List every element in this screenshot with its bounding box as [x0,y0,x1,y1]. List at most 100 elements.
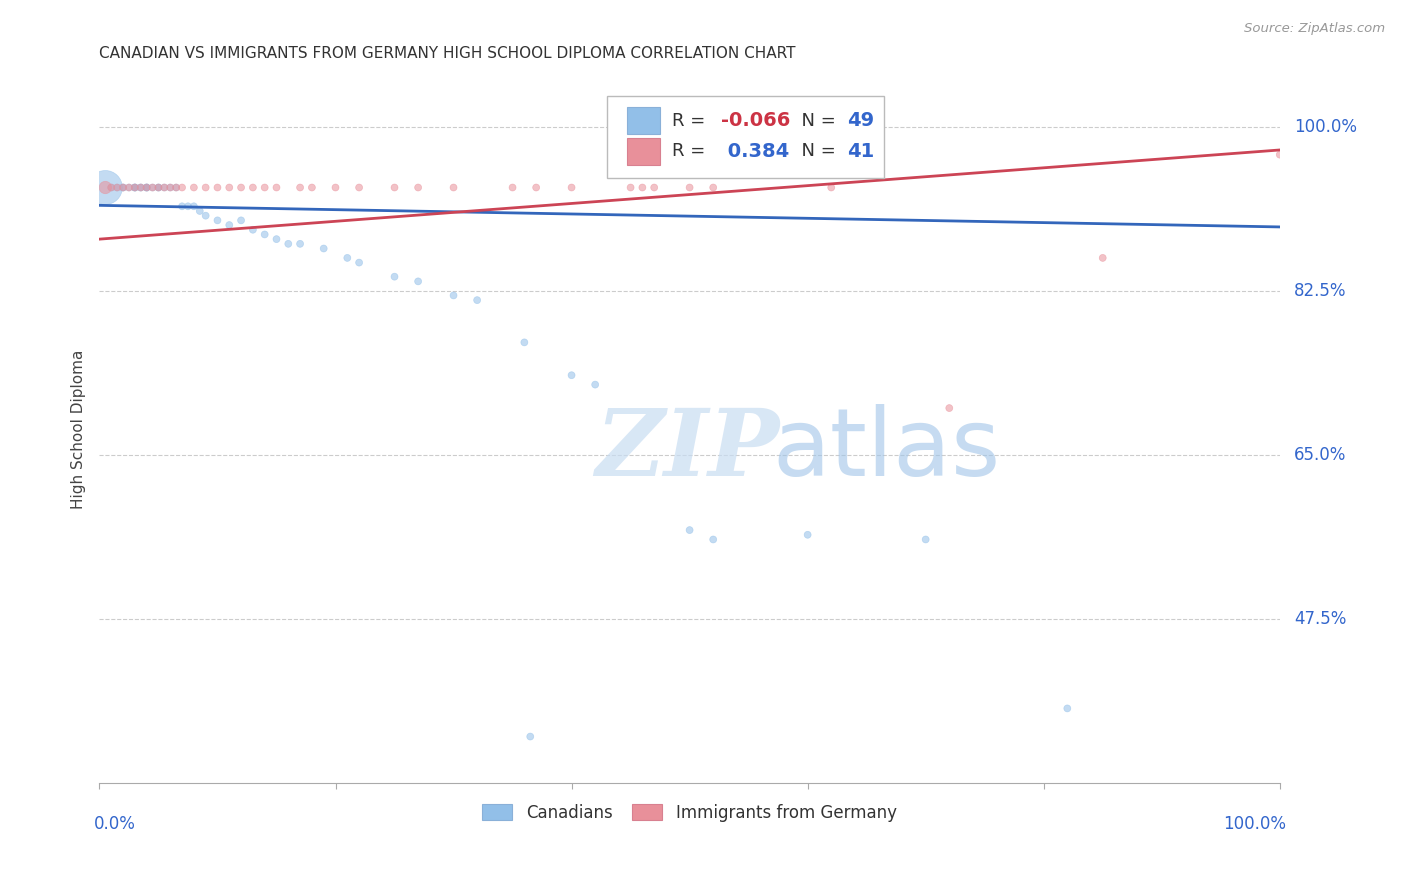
Point [443,288,465,302]
Point [643,180,665,194]
Text: CANADIAN VS IMMIGRANTS FROM GERMANY HIGH SCHOOL DIPLOMA CORRELATION CHART: CANADIAN VS IMMIGRANTS FROM GERMANY HIGH… [100,46,796,62]
Point [183,180,205,194]
FancyBboxPatch shape [627,138,659,165]
Point [406,274,429,288]
Point [702,533,724,547]
Text: ZIP: ZIP [595,406,779,495]
Text: N =: N = [790,143,841,161]
Point [678,180,700,194]
Point [583,377,606,392]
Point [94,180,117,194]
Legend: Canadians, Immigrants from Germany: Canadians, Immigrants from Germany [475,797,904,829]
Point [207,180,229,194]
Point [141,180,163,194]
Point [170,199,193,213]
Point [796,528,818,542]
Point [1268,147,1291,161]
Point [513,335,536,350]
Point [112,180,135,194]
Point [129,180,152,194]
FancyBboxPatch shape [627,107,659,135]
Point [135,180,157,194]
Point [465,293,488,307]
Point [159,180,181,194]
Point [118,180,141,194]
Point [183,199,205,213]
Point [347,255,370,269]
Point [135,180,157,194]
Point [135,180,157,194]
Point [124,180,146,194]
Text: 100.0%: 100.0% [1223,815,1285,833]
Point [443,180,465,194]
Point [820,180,842,194]
Point [94,180,117,194]
Point [502,180,524,194]
Point [148,180,170,194]
Point [253,180,276,194]
Point [678,523,700,537]
Point [384,269,406,284]
Point [1091,251,1114,265]
Point [384,180,406,194]
Point [218,180,240,194]
Text: 0.384: 0.384 [721,142,790,161]
Point [253,227,276,242]
FancyBboxPatch shape [607,96,884,178]
Point [266,232,288,246]
Point [288,180,311,194]
Point [561,368,583,383]
Point [148,180,170,194]
Point [105,180,128,194]
Point [129,180,152,194]
Text: N =: N = [790,112,841,130]
Point [105,180,128,194]
Point [194,209,217,223]
Text: R =: R = [672,143,711,161]
Point [100,180,122,194]
Point [277,236,299,251]
Y-axis label: High School Diploma: High School Diploma [72,350,86,508]
Text: atlas: atlas [772,404,1001,497]
Text: 82.5%: 82.5% [1294,282,1347,300]
Point [165,180,187,194]
Point [1056,701,1078,715]
Point [406,180,429,194]
Point [100,180,122,194]
Text: -0.066: -0.066 [721,112,790,130]
Point [519,730,541,744]
Point [336,251,359,265]
Point [153,180,176,194]
Point [288,236,311,251]
Point [242,223,264,237]
Point [524,180,547,194]
Point [207,213,229,227]
Point [112,180,135,194]
Text: 0.0%: 0.0% [94,815,135,833]
Point [141,180,163,194]
Point [129,180,152,194]
Point [229,180,252,194]
Point [124,180,146,194]
Text: 65.0%: 65.0% [1294,446,1347,464]
Point [312,242,335,256]
Point [347,180,370,194]
Point [165,180,187,194]
Point [301,180,323,194]
Point [188,204,211,219]
Point [619,180,641,194]
Point [631,180,654,194]
Point [159,180,181,194]
Point [135,180,157,194]
Point [218,218,240,232]
Point [561,180,583,194]
Point [177,199,200,213]
Text: 100.0%: 100.0% [1294,118,1357,136]
Point [148,180,170,194]
Text: 49: 49 [846,112,873,130]
Point [124,180,146,194]
Point [914,533,936,547]
Text: R =: R = [672,112,711,130]
Point [702,180,724,194]
Point [194,180,217,194]
